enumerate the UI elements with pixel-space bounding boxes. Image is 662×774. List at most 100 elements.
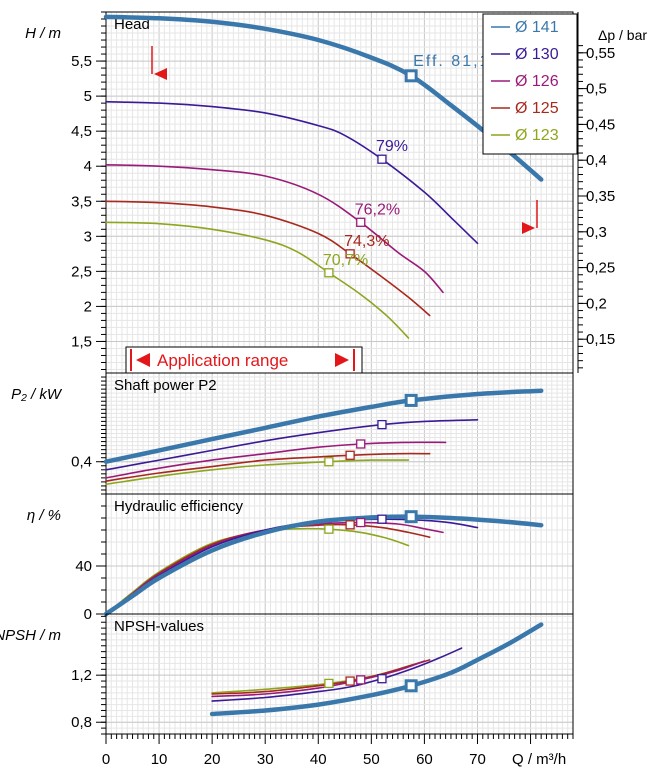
y-tick-label: 2,5 — [71, 263, 92, 280]
legend-entry: Ø 130 — [515, 46, 559, 63]
curve-head-126 — [105, 164, 444, 294]
bep-marker — [345, 450, 355, 460]
legend: Ø 141 Ø 130 Ø 126 Ø 125 Ø 123 — [482, 13, 578, 155]
panel-efficiency: 0 40 Hydraulic efficiency η / % — [27, 493, 574, 623]
bep-marker — [404, 510, 418, 524]
efficiency-label: 79% — [376, 138, 408, 155]
curve-npsh-126 — [211, 660, 426, 698]
curve-head-123 — [105, 221, 410, 339]
bep-marker — [345, 520, 355, 530]
efficiency-label: Eff. 81,1% — [413, 53, 507, 70]
curve-head-130 — [105, 100, 479, 245]
bep-marker — [377, 154, 387, 164]
right-tick-label: 0,15 — [586, 331, 615, 348]
y-tick-label: 3 — [84, 228, 92, 245]
x-tick-label: 40 — [310, 751, 327, 768]
curve-power-123 — [105, 459, 410, 486]
y-tick-label: 5 — [84, 88, 92, 105]
y-tick-label: 1,2 — [71, 667, 92, 684]
x-tick-label: 70 — [469, 751, 486, 768]
x-tick-label: 10 — [151, 751, 168, 768]
bep-marker — [356, 517, 366, 528]
x-tick-label: 0 — [102, 751, 110, 768]
y-tick-label: 40 — [75, 558, 92, 575]
legend-entry: Ø 125 — [515, 100, 559, 117]
bep-marker — [345, 676, 355, 686]
curve-efficiency-125 — [105, 523, 431, 615]
bep-marker — [356, 217, 366, 227]
legend-box — [482, 13, 578, 155]
bep-marker — [356, 439, 366, 449]
application-range-text: Application range — [157, 351, 288, 370]
right-axis-label: Δp / bar — [598, 27, 647, 43]
right-tick-label: 0,55 — [586, 45, 615, 62]
bep-marker — [356, 675, 366, 685]
curve-head-141 — [103, 14, 544, 182]
y-tick-label: 5,5 — [71, 53, 92, 70]
panel-title: Shaft power P2 — [114, 377, 217, 394]
y-tick-label: 0,4 — [71, 454, 92, 471]
panel-title: Hydraulic efficiency — [114, 498, 243, 515]
bep-marker — [404, 393, 418, 407]
y-tick-label: 4,5 — [71, 123, 92, 140]
x-axis-label: Q / m³/h — [512, 751, 566, 768]
right-tick-label: 0,5 — [586, 81, 607, 98]
bep-marker — [404, 69, 418, 83]
range-box-left-arrow — [136, 353, 150, 367]
application-range-box — [125, 346, 363, 374]
right-tick-label: 0,2 — [586, 295, 607, 312]
range-end-arrow — [522, 222, 535, 234]
x-tick-label: 20 — [204, 751, 221, 768]
range-start-arrow — [154, 68, 167, 80]
x-tick-label: 50 — [363, 751, 380, 768]
efficiency-label: 76,2% — [355, 201, 400, 218]
right-tick-label: 0,4 — [586, 152, 607, 169]
bep-marker — [404, 679, 418, 693]
bep-marker — [377, 514, 387, 524]
y-axis-label: NPSH / m — [0, 627, 61, 644]
panel-head: 1,5 2 2,5 3 3,5 4 4,5 5 5,5 Head H / m Eff. 81,1% 79… — [25, 11, 647, 374]
panel-npsh: 0,8 1,2 NPSH-values NPSH / m — [0, 613, 574, 735]
bep-marker — [377, 419, 387, 430]
panel-power: 0,4 Shaft power P2 P₂ / kW — [11, 372, 574, 495]
right-tick-label: 0,3 — [586, 224, 607, 241]
right-tick-label: 0,35 — [586, 188, 615, 205]
curve-power-125 — [105, 452, 431, 482]
legend-entry: Ø 123 — [515, 127, 559, 144]
bep-marker — [324, 268, 334, 278]
curve-power-141 — [103, 388, 544, 464]
curve-layer: 1,5 2 2,5 3 3,5 4 4,5 5 5,5 Head H / m Eff. 81,1% 79… — [0, 11, 647, 735]
curve-efficiency-123 — [105, 527, 410, 615]
x-axis: 0 10 20 30 40 50 60 70 Q / m³/h — [102, 733, 574, 768]
range-box-right-arrow — [335, 353, 349, 367]
curve-power-126 — [105, 441, 447, 479]
bep-marker — [324, 524, 334, 534]
bep-marker — [345, 249, 355, 259]
curve-npsh-130 — [211, 647, 463, 702]
y-tick-label: 0 — [84, 606, 92, 623]
efficiency-label: 70,7% — [323, 252, 368, 269]
y-tick-label: 0,8 — [71, 714, 92, 731]
legend-entry: Ø 141 — [515, 19, 559, 36]
bep-marker — [324, 678, 334, 689]
curve-head-125 — [105, 200, 431, 317]
y-tick-label: 1,5 — [71, 333, 92, 350]
right-tick-label: 0,45 — [586, 116, 615, 133]
panel-title: Head — [114, 16, 150, 33]
panel-title: NPSH-values — [114, 618, 204, 635]
y-tick-label: 3,5 — [71, 193, 92, 210]
x-tick-label: 60 — [416, 751, 433, 768]
y-axis-label: η / % — [27, 507, 61, 524]
curve-efficiency-141 — [103, 514, 544, 617]
legend-entry: Ø 126 — [515, 73, 559, 90]
y-tick-label: 4 — [84, 158, 92, 175]
y-axis-label: P₂ / kW — [11, 386, 63, 403]
efficiency-label: 74,3% — [344, 233, 389, 250]
y-axis-label: H / m — [25, 25, 61, 42]
bep-marker — [324, 457, 334, 467]
bep-marker — [377, 674, 387, 684]
curve-power-130 — [105, 419, 479, 471]
x-tick-label: 30 — [257, 751, 274, 768]
right-tick-label: 0,25 — [586, 260, 615, 277]
